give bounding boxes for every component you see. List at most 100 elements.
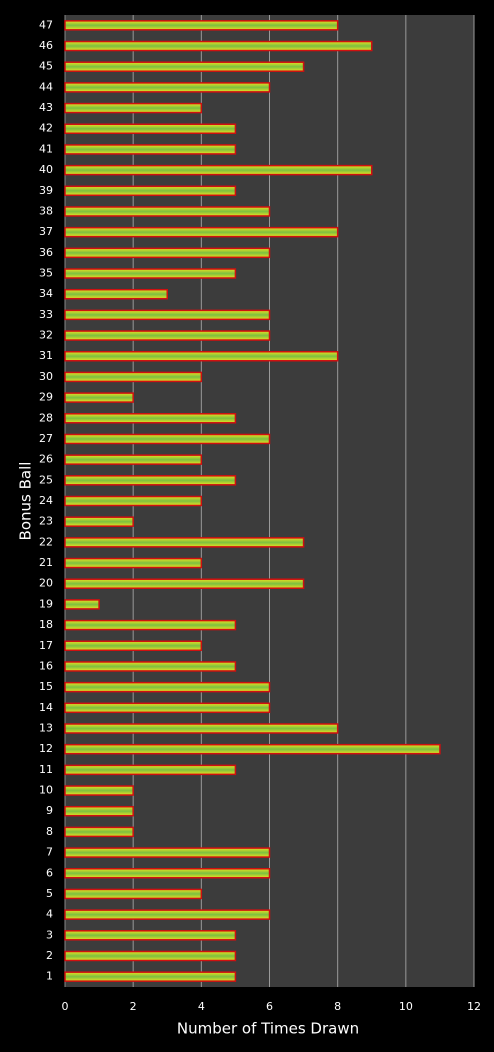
y-tick-label: 36 xyxy=(39,246,53,259)
y-tick-label: 20 xyxy=(39,577,53,590)
y-tick-label: 19 xyxy=(39,597,53,610)
bar xyxy=(64,226,339,238)
bar xyxy=(64,288,168,300)
y-tick-label: 30 xyxy=(39,370,53,383)
bar xyxy=(64,350,339,362)
y-tick-label: 27 xyxy=(39,432,53,445)
x-tick-label: 0 xyxy=(62,1000,69,1013)
bar xyxy=(64,330,271,341)
y-tick-label: 37 xyxy=(39,225,53,238)
y-tick-label: 40 xyxy=(39,163,53,176)
y-tick-label: 2 xyxy=(46,949,53,962)
y-tick-label: 14 xyxy=(39,701,53,714)
bar xyxy=(64,930,237,941)
bar xyxy=(64,909,271,920)
bar xyxy=(64,61,305,72)
x-tick-label: 6 xyxy=(266,1000,273,1013)
bar xyxy=(64,950,237,962)
bar xyxy=(64,702,271,714)
bar xyxy=(64,557,203,569)
y-tick-label: 38 xyxy=(39,204,53,217)
bar xyxy=(64,599,100,610)
y-tick-label: 18 xyxy=(39,618,53,631)
bar xyxy=(64,805,134,817)
y-axis-title: Bonus Ball xyxy=(17,462,35,541)
y-tick-label: 31 xyxy=(39,349,53,362)
y-tick-label: 32 xyxy=(39,329,53,342)
x-tick-label: 10 xyxy=(399,1000,413,1013)
bar xyxy=(64,82,271,93)
y-tick-label: 6 xyxy=(46,866,53,879)
y-tick-label: 25 xyxy=(39,473,53,486)
bar xyxy=(64,102,203,114)
bar xyxy=(64,475,237,486)
bar xyxy=(64,868,271,879)
y-tick-label: 23 xyxy=(39,515,53,528)
y-tick-label: 29 xyxy=(39,391,53,404)
bar xyxy=(64,723,339,734)
bar xyxy=(64,247,271,259)
bar xyxy=(64,640,203,652)
y-tick-label: 12 xyxy=(39,742,53,755)
y-tick-label: 3 xyxy=(46,928,53,941)
y-tick-label: 35 xyxy=(39,267,53,280)
y-tick-label: 24 xyxy=(39,494,53,507)
y-tick-label: 4 xyxy=(46,908,53,921)
bar xyxy=(64,392,134,403)
y-tick-label: 13 xyxy=(39,721,53,734)
y-tick-label: 7 xyxy=(46,846,53,859)
x-tick-label: 2 xyxy=(130,1000,137,1013)
bar xyxy=(64,764,237,776)
y-tick-label: 9 xyxy=(46,804,53,817)
y-tick-label: 8 xyxy=(46,825,53,838)
y-tick-label: 42 xyxy=(39,122,53,135)
y-tick-label: 46 xyxy=(39,39,53,52)
bar xyxy=(64,971,237,982)
bar xyxy=(64,578,305,589)
bar xyxy=(64,681,271,693)
bar xyxy=(64,371,203,383)
y-tick-label: 33 xyxy=(39,308,53,321)
bar xyxy=(64,185,237,197)
bar xyxy=(64,206,271,217)
y-tick-label: 16 xyxy=(39,659,53,672)
y-tick-label: 22 xyxy=(39,535,53,548)
y-tick-label: 41 xyxy=(39,142,53,155)
y-tick-label: 43 xyxy=(39,101,53,114)
y-tick-label: 15 xyxy=(39,680,53,693)
bar xyxy=(64,785,134,796)
bar xyxy=(64,40,373,52)
y-tick-label: 1 xyxy=(46,970,53,983)
y-tick-label: 45 xyxy=(39,60,53,73)
x-tick-label: 12 xyxy=(467,1000,481,1013)
y-tick-label: 39 xyxy=(39,184,53,197)
x-tick-label: 8 xyxy=(334,1000,341,1013)
bar xyxy=(64,826,134,838)
bar xyxy=(64,144,237,155)
y-tick-label: 10 xyxy=(39,784,53,797)
x-axis-title: Number of Times Drawn xyxy=(177,1020,359,1038)
y-tick-label: 17 xyxy=(39,639,53,652)
bar xyxy=(64,661,237,672)
bar xyxy=(64,537,305,548)
y-tick-label: 47 xyxy=(39,18,53,31)
x-tick-label: 4 xyxy=(198,1000,205,1013)
bar xyxy=(64,20,339,31)
y-tick-label: 5 xyxy=(46,887,53,900)
y-tick-label: 34 xyxy=(39,287,53,300)
y-tick-label: 28 xyxy=(39,411,53,424)
bar xyxy=(64,847,271,858)
bar xyxy=(64,433,271,445)
bar xyxy=(64,268,237,279)
bar xyxy=(64,495,203,507)
bar xyxy=(64,123,237,134)
bar xyxy=(64,516,134,527)
y-tick-label: 44 xyxy=(39,80,53,93)
bar xyxy=(64,454,203,465)
bar xyxy=(64,413,237,424)
bar xyxy=(64,309,271,321)
bar xyxy=(64,619,237,631)
y-tick-label: 11 xyxy=(39,763,53,776)
